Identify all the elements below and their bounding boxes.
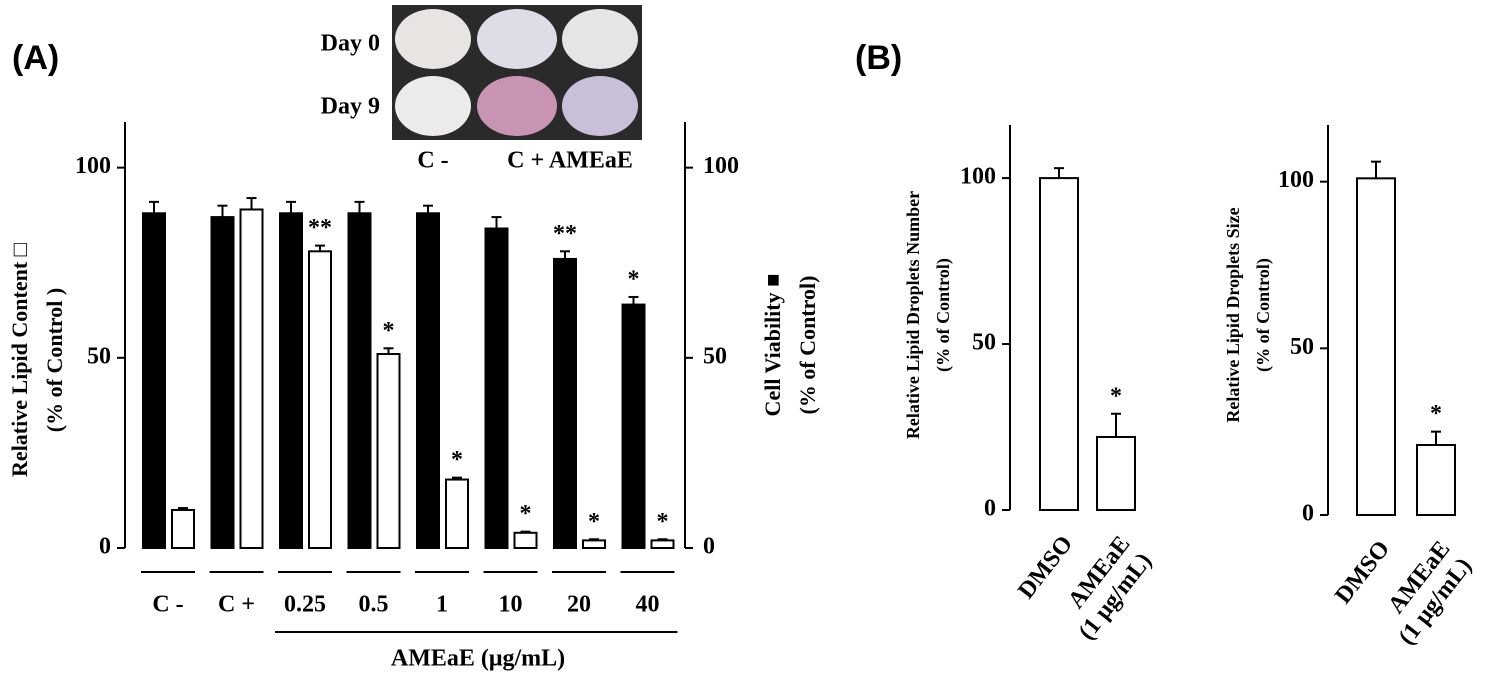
x-axis-label: AMEaE (μg/mL) (391, 646, 565, 672)
bar (171, 508, 195, 550)
bar (582, 539, 606, 550)
bar (484, 227, 509, 549)
y2-axis-label: (% of Control) (795, 276, 820, 415)
y-axis-label: (% of Control) (1253, 258, 1274, 372)
x-tick-label: 20 (567, 592, 591, 618)
significance-label: ** (308, 215, 332, 241)
bar (621, 303, 646, 550)
y-tick-label: 0 (984, 496, 996, 522)
significance-label: * (451, 447, 463, 473)
y-tick-label: 50 (87, 343, 111, 369)
well (477, 9, 557, 69)
bar (1039, 177, 1079, 511)
well (477, 76, 557, 136)
x-tick-label: 40 (636, 592, 660, 618)
y-tick-label: 0 (1302, 501, 1314, 527)
y2-axis-label: Cell Viability ■ (760, 274, 785, 417)
well (562, 76, 638, 136)
y-axis-label: Relative Lipid Droplets Size (1223, 207, 1243, 422)
panel-label: (B) (855, 39, 902, 77)
x-tick-label: 10 (499, 592, 523, 618)
y-axis-label: (% of Control ) (42, 288, 67, 432)
y-axis-label: Relative Lipid Droplets Number (903, 191, 923, 439)
bar (1096, 435, 1136, 511)
y-tick-label: 0 (99, 534, 111, 560)
y-tick-label: 50 (972, 330, 996, 356)
y2-tick-label: 50 (703, 343, 727, 369)
bar (347, 212, 372, 550)
inset-col-label: C + AMEaE (507, 148, 633, 174)
bar (650, 539, 675, 550)
significance-label: * (1110, 383, 1122, 409)
bar (308, 250, 332, 549)
panel-label: (A) (12, 39, 59, 77)
bar (1416, 444, 1456, 516)
inset-col-label: C - (417, 148, 448, 174)
y-axis-label: Relative Lipid Content □ (7, 243, 32, 477)
y-tick-label: 100 (75, 153, 111, 179)
well (395, 76, 471, 136)
significance-label: * (1430, 401, 1442, 427)
significance-label: * (657, 509, 669, 535)
bar (553, 257, 577, 549)
x-tick-label: C + (218, 592, 255, 618)
y-tick-label: 50 (1290, 334, 1314, 360)
significance-label: ** (553, 221, 577, 247)
well (395, 9, 471, 69)
x-tick-label: C - (152, 592, 183, 618)
bar (279, 212, 303, 550)
bar (1356, 177, 1396, 516)
x-tick-label: 1 (436, 592, 448, 618)
y-tick-label: 100 (960, 164, 996, 190)
y2-tick-label: 0 (703, 534, 715, 560)
y-tick-label: 100 (1278, 167, 1314, 193)
bar (142, 212, 166, 550)
y2-tick-label: 100 (703, 153, 739, 179)
significance-label: * (588, 509, 600, 535)
well (562, 9, 638, 69)
inset-row-label: Day 9 (321, 94, 380, 120)
significance-label: * (520, 501, 532, 527)
bar (513, 531, 538, 549)
bar (210, 216, 235, 549)
bar (239, 208, 264, 549)
significance-label: * (383, 318, 395, 344)
bar (416, 212, 440, 550)
x-tick-label: 0.25 (284, 592, 326, 618)
significance-label: * (628, 266, 640, 292)
x-tick-label: 0.5 (359, 592, 389, 618)
bar (445, 478, 469, 549)
inset-row-label: Day 0 (321, 31, 380, 57)
y-axis-label: (% of Control) (933, 258, 954, 372)
bar (376, 353, 401, 549)
